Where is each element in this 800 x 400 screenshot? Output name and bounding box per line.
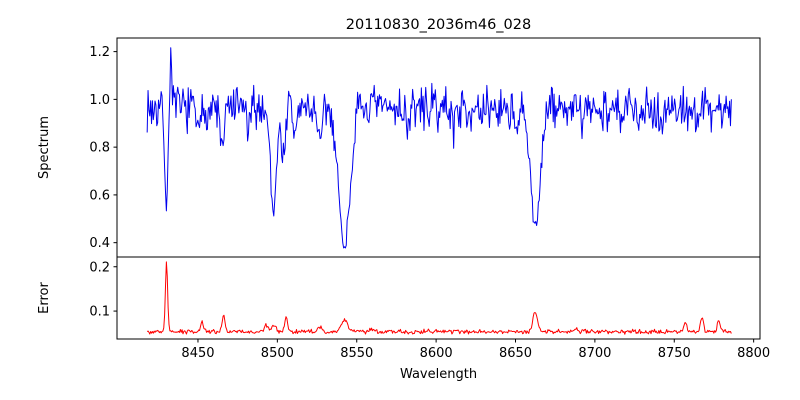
spectrum-y-tick-label: 0.6 [89, 188, 110, 203]
error-panel-frame [116, 256, 761, 340]
x-tick-label: 8800 [737, 346, 770, 361]
spectrum-y-tick-label: 0.4 [89, 236, 110, 251]
axes-layer: 0.4 0.6 0.8 1.0 1.2 0.1 0.2 8450 8500 8550 8600 865… [89, 37, 770, 361]
x-axis-label: Wavelength [400, 367, 477, 382]
error-line [146, 261, 732, 335]
x-tick-label: 8600 [420, 346, 453, 361]
spectrum-y-tick-label: 1.2 [89, 45, 110, 60]
error-y-tick-label: 0.2 [89, 260, 110, 275]
error-y-tick-label: 0.1 [89, 305, 110, 320]
spectrum-y-axis-label: Spectrum [37, 116, 52, 179]
spectrum-line [146, 47, 732, 249]
spectrum-panel-frame [116, 37, 761, 258]
error-y-axis-label: Error [37, 282, 52, 314]
data-layer [146, 47, 732, 335]
spectrum-y-tick-label: 1.0 [89, 93, 110, 108]
x-tick-label: 8550 [340, 346, 373, 361]
x-tick-label: 8500 [261, 346, 294, 361]
x-tick-label: 8450 [181, 346, 214, 361]
chart-title: 20110830_2036m46_028 [346, 17, 531, 33]
x-tick-label: 8650 [499, 346, 532, 361]
spectrum-y-tick-label: 0.8 [89, 141, 110, 156]
x-tick-label: 8700 [578, 346, 611, 361]
x-tick-label: 8750 [658, 346, 691, 361]
